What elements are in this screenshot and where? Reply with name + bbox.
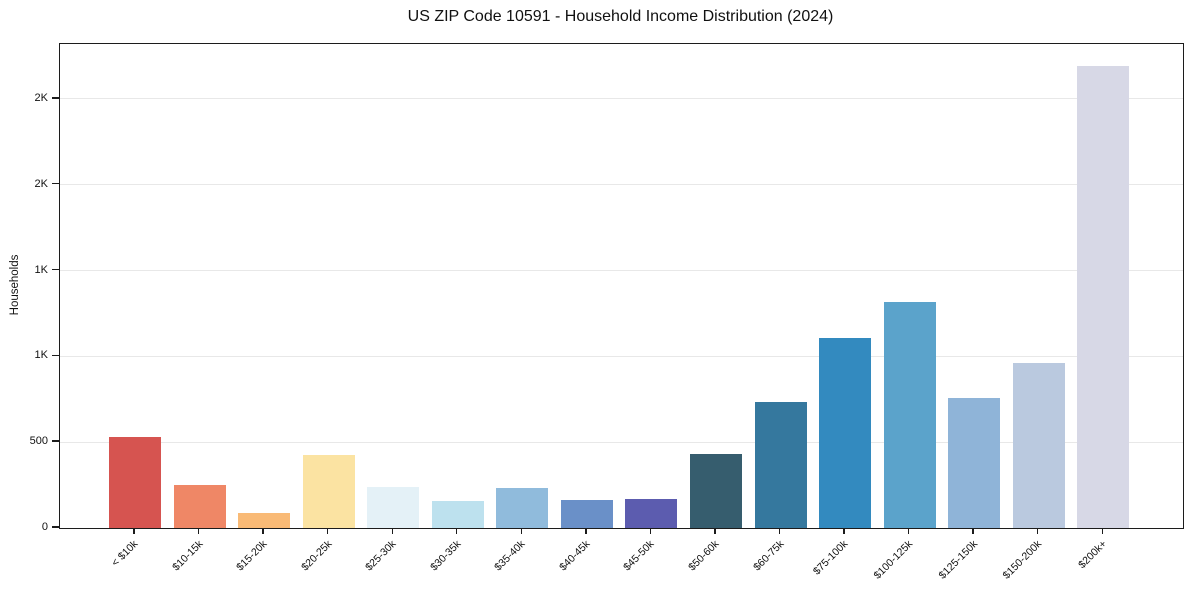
y-tick-mark xyxy=(52,440,59,442)
bar-$50-60k xyxy=(689,454,742,528)
bar-< $10k xyxy=(109,437,161,528)
x-tick-label: $15-20k xyxy=(234,538,270,574)
x-tick-label: $150-200k xyxy=(1000,538,1045,582)
y-tick-label: 2K xyxy=(34,177,48,190)
x-tick-mark xyxy=(843,528,845,534)
bar-$100-125k xyxy=(883,302,936,528)
y-tick-mark xyxy=(52,526,59,528)
x-tick-mark xyxy=(262,528,264,534)
x-tick-mark xyxy=(1101,528,1103,534)
gridline xyxy=(60,270,1183,272)
x-tick-label: $35-40k xyxy=(492,538,528,574)
x-tick-label: $30-35k xyxy=(427,538,464,574)
x-tick-label: $25-30k xyxy=(363,538,399,574)
x-tick-mark xyxy=(520,528,522,534)
bar-$25-30k xyxy=(367,486,420,528)
gridline xyxy=(60,98,1183,100)
x-tick-label: $20-25k xyxy=(298,538,335,574)
x-tick-label: $40-45k xyxy=(557,538,593,574)
bar-$20-25k xyxy=(302,455,355,528)
x-tick-mark xyxy=(391,528,393,534)
y-tick-label: 1K xyxy=(34,349,48,362)
y-tick-label: 2K xyxy=(34,91,48,104)
x-axis-ticks: < $10k $10-15k $15-20k $20-25k $25-30k $30-35… xyxy=(59,528,1182,590)
y-tick-mark xyxy=(52,183,59,185)
x-tick-label: $100-125k xyxy=(871,538,916,582)
x-tick-label: $50-60k xyxy=(686,538,722,574)
gridline xyxy=(60,355,1183,357)
bar-$200k+ xyxy=(1077,66,1130,528)
x-tick-mark xyxy=(778,528,781,534)
x-tick-mark xyxy=(456,528,458,534)
x-tick-mark xyxy=(907,528,910,534)
x-tick-mark xyxy=(197,528,200,534)
y-tick-label: 500 xyxy=(29,435,48,448)
plot-area xyxy=(59,43,1184,529)
bar-$75-100k xyxy=(819,337,872,528)
x-tick-label: $10-15k xyxy=(169,538,206,574)
bar-$35-40k xyxy=(496,487,549,528)
gridline xyxy=(60,441,1183,443)
y-tick-label: 0 xyxy=(41,521,48,533)
y-tick-mark xyxy=(52,97,59,99)
x-tick-mark xyxy=(133,528,135,534)
y-tick-label: 1K xyxy=(34,263,48,276)
bar-$150-200k xyxy=(1012,363,1065,528)
bar-$15-20k xyxy=(238,512,291,528)
x-tick-mark xyxy=(714,528,716,534)
bar-$45-50k xyxy=(625,498,678,528)
bar-$40-45k xyxy=(560,499,613,528)
x-tick-label: $75-100k xyxy=(811,538,851,578)
x-tick-mark xyxy=(1037,528,1039,534)
x-tick-mark xyxy=(585,528,587,534)
y-tick-mark xyxy=(52,268,59,271)
gridline xyxy=(60,184,1183,186)
y-axis-ticks: 0 500 1K 1K 2K 2K xyxy=(0,43,59,533)
x-tick-label: $125-150k xyxy=(936,538,980,582)
chart-title: US ZIP Code 10591 - Household Income Dis… xyxy=(407,8,834,25)
y-tick-mark xyxy=(52,354,59,357)
x-tick-mark xyxy=(649,528,652,534)
x-tick-mark xyxy=(326,528,329,534)
x-tick-label: $45-50k xyxy=(621,538,657,574)
bar-$60-75k xyxy=(754,401,807,528)
bar-$125-150k xyxy=(948,398,1001,528)
bar-$10-15k xyxy=(173,485,226,528)
x-tick-label: < $10k xyxy=(109,538,141,569)
x-tick-label: $60-75k xyxy=(750,538,786,574)
x-tick-mark xyxy=(972,528,974,534)
bar-$30-35k xyxy=(431,500,484,528)
x-tick-label: $200k+ xyxy=(1075,538,1109,572)
